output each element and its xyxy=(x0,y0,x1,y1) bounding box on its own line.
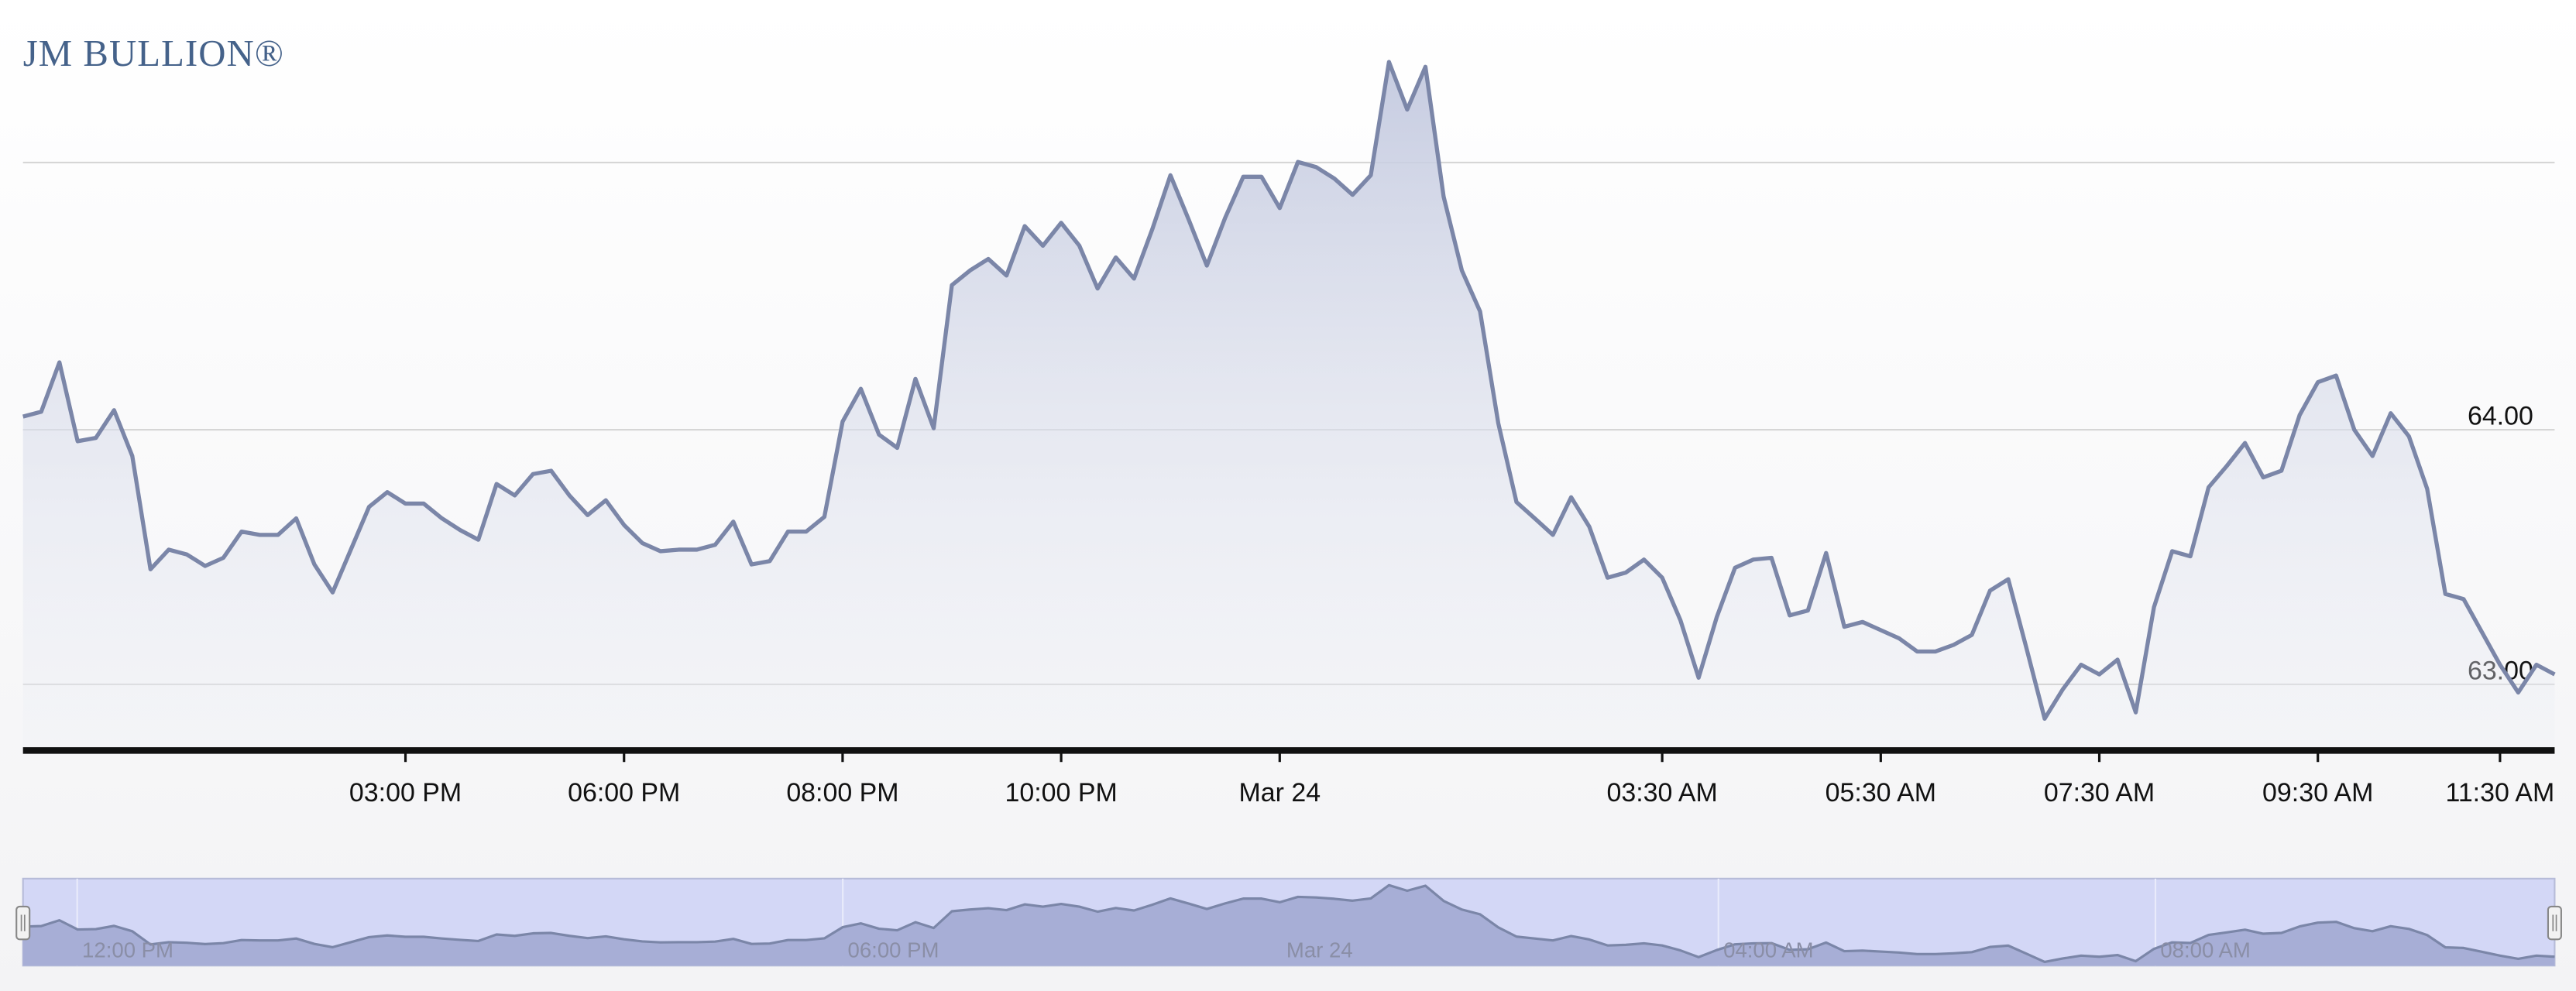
x-tick-label: Mar 24 xyxy=(1239,778,1321,808)
x-tick-label: 07:30 AM xyxy=(2044,778,2155,808)
navigator-label: 12:00 PM xyxy=(82,938,173,962)
navigator-handle[interactable] xyxy=(15,905,31,941)
area xyxy=(22,62,2555,751)
x-tick-label: 03:00 PM xyxy=(349,778,462,808)
navigator-handle[interactable] xyxy=(2547,905,2562,941)
y-tick-label: 64.00 xyxy=(2468,402,2533,431)
x-tick-label: 11:30 AM xyxy=(2445,778,2554,808)
handle-body xyxy=(2547,905,2562,941)
x-tick-label: 08:00 PM xyxy=(786,778,898,808)
navigator-label: 04:00 AM xyxy=(1723,938,1813,962)
line-navigator xyxy=(22,883,2555,964)
line xyxy=(22,60,2556,721)
x-tick-label: 05:30 AM xyxy=(1826,778,1936,808)
area-navigator xyxy=(22,885,2555,966)
navigator-label: 08:00 AM xyxy=(2160,938,2250,962)
navigator-label: 06:00 PM xyxy=(848,938,939,962)
x-tick-label: 06:00 PM xyxy=(568,778,680,808)
x-tick-label: 09:30 AM xyxy=(2262,778,2373,808)
x-tick-label: 03:30 AM xyxy=(1606,778,1717,808)
navigator-label: Mar 24 xyxy=(1286,938,1353,962)
logo: JM BULLION® xyxy=(23,33,284,74)
handle-body xyxy=(15,905,31,941)
x-tick-label: 10:00 PM xyxy=(1005,778,1118,808)
